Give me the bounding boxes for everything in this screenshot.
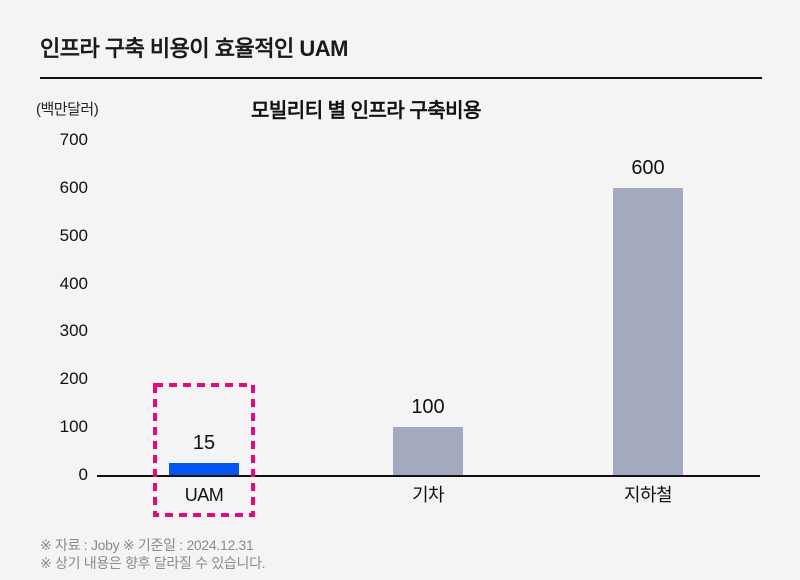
bar-category-label-기차: 기차 — [411, 485, 445, 505]
x-axis-line — [97, 475, 760, 477]
y-tick-500: 500 — [59, 225, 88, 245]
y-tick-600: 600 — [59, 177, 88, 197]
y-tick-700: 700 — [59, 130, 88, 149]
uam-highlight-box — [153, 383, 255, 517]
chart-title: 모빌리티 별 인프라 구축비용 — [251, 100, 481, 122]
page-title: 인프라 구축 비용이 효율적인 UAM — [40, 36, 348, 61]
bar-UAM — [169, 463, 239, 475]
footnote: ※ 자료 : Joby ※ 기준일 : 2024.12.31 ※ 상기 내용은 … — [40, 536, 266, 572]
bar-value-label-기차: 100 — [411, 396, 445, 419]
y-axis-unit-label: (백만달러) — [36, 101, 99, 118]
footnote-line-1: ※ 자료 : Joby ※ 기준일 : 2024.12.31 — [40, 537, 254, 553]
bar-category-label-지하철: 지하철 — [623, 485, 673, 505]
y-tick-400: 400 — [59, 273, 88, 293]
footnote-line-2: ※ 상기 내용은 향후 달라질 수 있습니다. — [40, 555, 266, 571]
header-divider — [40, 77, 762, 79]
y-tick-0: 0 — [78, 465, 88, 484]
bar-지하철 — [613, 187, 683, 475]
bar-기차 — [393, 427, 463, 475]
y-tick-300: 300 — [59, 321, 88, 341]
bar-category-label-UAM: UAM — [184, 485, 224, 505]
bar-value-label-지하철: 600 — [631, 156, 665, 179]
y-tick-200: 200 — [59, 369, 88, 389]
y-tick-100: 100 — [59, 417, 88, 437]
bar-value-label-UAM: 15 — [192, 432, 216, 454]
